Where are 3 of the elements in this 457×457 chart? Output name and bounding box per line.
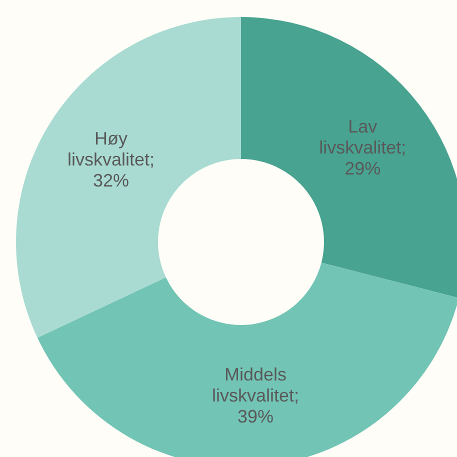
- data-label: Lav livskvalitet; 29%: [319, 116, 406, 179]
- data-label: Middels livskvalitet; 39%: [212, 364, 300, 426]
- data-label: Høy livskvalitet; 32%: [67, 128, 154, 190]
